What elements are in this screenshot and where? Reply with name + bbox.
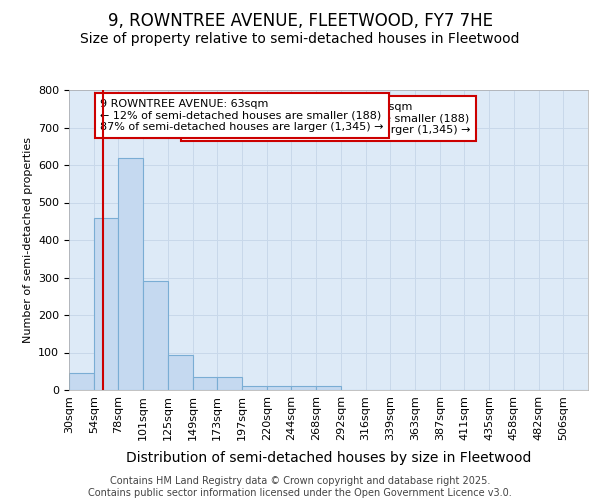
Bar [267,386,292,390]
X-axis label: Distribution of semi-detached houses by size in Fleetwood: Distribution of semi-detached houses by … [126,451,531,465]
Bar [118,158,143,390]
Y-axis label: Number of semi-detached properties: Number of semi-detached properties [23,137,32,343]
Bar [316,386,341,390]
Text: 9, ROWNTREE AVENUE, FLEETWOOD, FY7 7HE: 9, ROWNTREE AVENUE, FLEETWOOD, FY7 7HE [107,12,493,30]
Bar [143,281,168,390]
Bar [69,373,94,390]
Text: 9 ROWNTREE AVENUE: 63sqm
← 12% of semi-detached houses are smaller (188)
87% of : 9 ROWNTREE AVENUE: 63sqm ← 12% of semi-d… [187,102,470,135]
Text: Size of property relative to semi-detached houses in Fleetwood: Size of property relative to semi-detach… [80,32,520,46]
Bar [94,218,118,390]
Bar [217,377,242,390]
Bar [193,377,217,390]
Bar [242,386,267,390]
Bar [292,386,316,390]
Text: Contains HM Land Registry data © Crown copyright and database right 2025.
Contai: Contains HM Land Registry data © Crown c… [88,476,512,498]
Text: 9 ROWNTREE AVENUE: 63sqm
← 12% of semi-detached houses are smaller (188)
87% of : 9 ROWNTREE AVENUE: 63sqm ← 12% of semi-d… [100,99,383,132]
Bar [168,355,193,390]
